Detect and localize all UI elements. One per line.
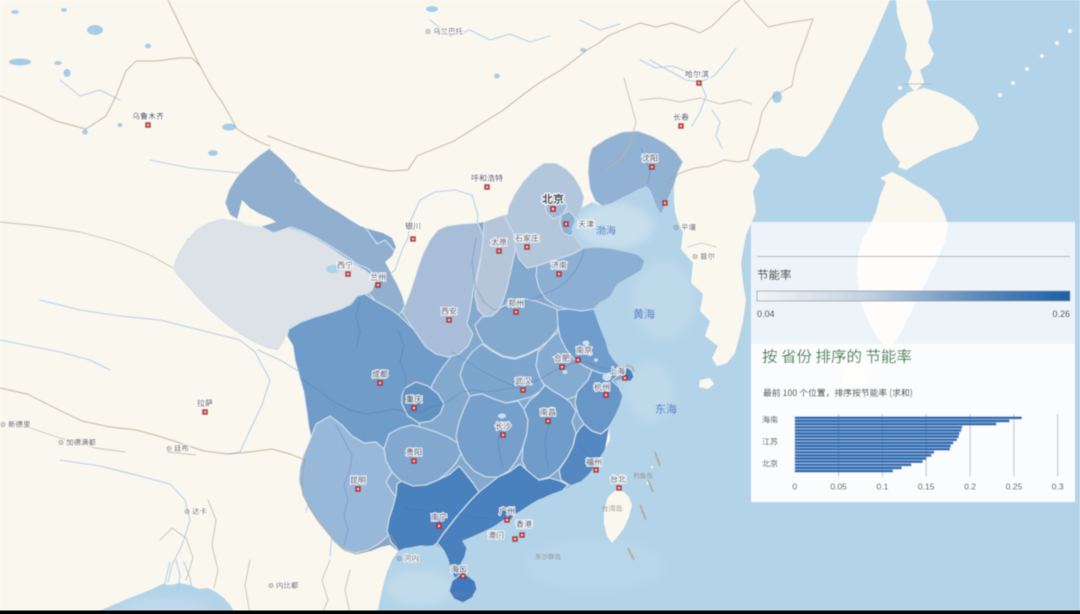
svg-text:0.15: 0.15 [918,482,935,492]
svg-text:0.04: 0.04 [757,309,775,319]
svg-text:0.05: 0.05 [830,482,847,492]
svg-text:0.26: 0.26 [1052,309,1070,319]
svg-text:0.25: 0.25 [1006,482,1023,492]
svg-text:0.1: 0.1 [876,482,888,492]
svg-text:0.3: 0.3 [1052,482,1064,492]
svg-text:0: 0 [792,482,797,492]
svg-text:0.2: 0.2 [964,482,976,492]
